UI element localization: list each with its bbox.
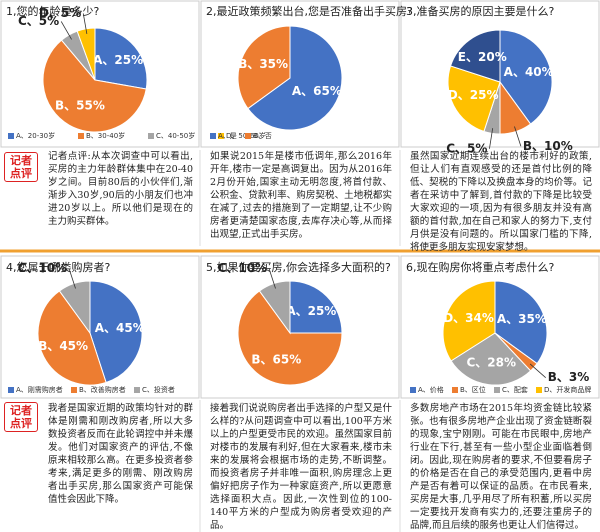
panel [200,255,400,399]
stamp: 记者点评 [4,152,38,182]
legend-swatch [148,133,154,139]
leader-line [529,363,546,379]
slice-label: B、35% [238,57,288,71]
comment: 多数房地产市场在2015年均资金链比较紧张。也有很多房地产企业出现了资金链断裂的… [410,403,592,531]
pie-slice [37,290,107,386]
chart-title: 5,如果你要买房,你会选择多大面积的? [206,260,391,274]
pie-slice [494,280,548,365]
slice-label: D、5% [39,6,81,20]
panel [0,255,200,399]
comment: 虽然国家近期连续出台的楼市利好的政策,但让人们有直观感受的还是首付比例的降低、契… [410,151,592,253]
legend-swatch [71,387,77,393]
slice-label: C、10% [18,261,68,275]
chart-title: 6,现在购房你将重点考虑什么? [406,260,554,274]
legend-swatch [536,387,542,393]
slice-label: A、65% [292,84,342,98]
slice-label: A、40% [504,65,554,79]
pie-slice [237,290,343,386]
legend-swatch [8,387,14,393]
legend-label: C、40-50岁 [156,131,195,140]
slice-label: C、10% [218,261,268,275]
leader-line [60,21,72,40]
leader-line [82,13,88,34]
stamp: 记者点评 [4,402,38,432]
legend-label: B、区位 [460,385,486,394]
legend-label: C、投资者 [142,385,175,394]
legend-label: A、价格 [418,385,444,394]
chart-title: 2,最近政策频繁出台,您是否准备出手买房? [206,4,413,18]
legend-label: A、刚需购房者 [16,385,63,394]
pie-slice [449,29,501,83]
pie-slice [89,280,143,384]
panel [0,0,200,148]
slice-label: D、25% [448,88,499,102]
slice-label: B、65% [251,352,301,366]
legend-label: B、30-40岁 [86,131,125,140]
leader-line [68,268,76,289]
legend-label: A、20-30岁 [16,131,55,140]
slice-label: B、45% [38,339,88,353]
legend-swatch [8,133,14,139]
legend-swatch [134,387,140,393]
chart-title: 3,准备买房的原因主要是什么? [406,4,554,18]
comment: 如果说2015年是楼市低调年,那么2016年开年,楼市一定是高调复出。因为从20… [210,151,392,240]
legend-label: B、改善购房者 [79,385,126,394]
pie-slice [42,39,147,133]
slice-label: A、35% [497,312,547,326]
comment: 我者是国家近期的政策均针对的群体是刚需和刚改购房者,所以大多数投资者反而在此轮调… [48,403,193,505]
pie-slice [442,280,496,362]
legend-swatch [452,387,458,393]
slice-label: E、20% [458,50,507,64]
slice-label: B、3% [548,370,590,384]
comment: 记者点评:从本次调查中可以看出,买房的主力年龄群体集中在20-40岁之间。目前8… [48,151,193,227]
pie-slice [237,25,291,110]
slice-label: A、25% [286,304,336,318]
legend-swatch [410,387,416,393]
pie-slice [447,65,501,133]
slice-label: C、5% [18,14,59,28]
leader-line [514,126,522,147]
slice-label: D、34% [443,311,494,325]
slice-label: C、5% [446,141,487,155]
pie-slice [289,280,343,334]
slice-label: C、28% [466,355,516,369]
legend-swatch [218,133,224,139]
panel [400,255,600,399]
pie-slice [499,29,553,125]
legend-label: C、配套 [502,385,528,394]
pie-slice [450,332,532,386]
legend-label: A、是 [218,132,237,140]
slice-label: A、25% [93,53,143,67]
legend-swatch [245,133,251,139]
comment: 接着我们说说购房者出手选择的户型又是什么样的?从问题调查中可以看出,100平方米… [210,403,392,531]
slice-label: B、55% [55,99,105,113]
legend-swatch [210,133,216,139]
chart-title: 1,您的年龄是多少? [6,4,99,18]
chart-title: 4,您属于哪类购房者? [6,260,110,274]
panel [200,0,400,148]
slice-label: B、10% [523,139,573,153]
pie-slice [94,27,148,90]
slice-label: A、45% [95,321,145,335]
pie-slice [247,25,343,131]
legend-swatch [78,133,84,139]
leader-line [268,268,276,289]
leader-line [489,128,494,149]
legend-swatch [494,387,500,393]
panel [400,0,600,148]
legend-label: B、否 [253,132,272,140]
legend-label: D、开发商品牌 [544,385,591,394]
